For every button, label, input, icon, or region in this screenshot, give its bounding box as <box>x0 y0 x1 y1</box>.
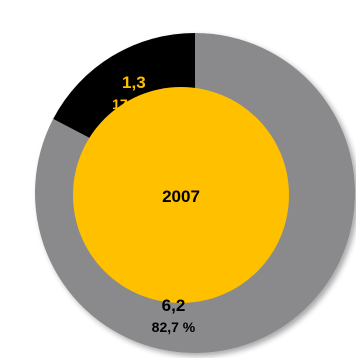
slice-labels: 6,2 82,7 % 1,3 17,3 % <box>112 73 196 335</box>
slice-value-label-0: 6,2 <box>162 296 186 315</box>
slice-percent-label-0: 82,7 % <box>152 319 196 335</box>
slice-percent-label-1: 17,3 % <box>112 96 156 112</box>
donut-center-circle <box>73 87 289 303</box>
center-year-label: 2007 <box>162 187 200 206</box>
slice-value-label-1: 1,3 <box>122 73 146 92</box>
